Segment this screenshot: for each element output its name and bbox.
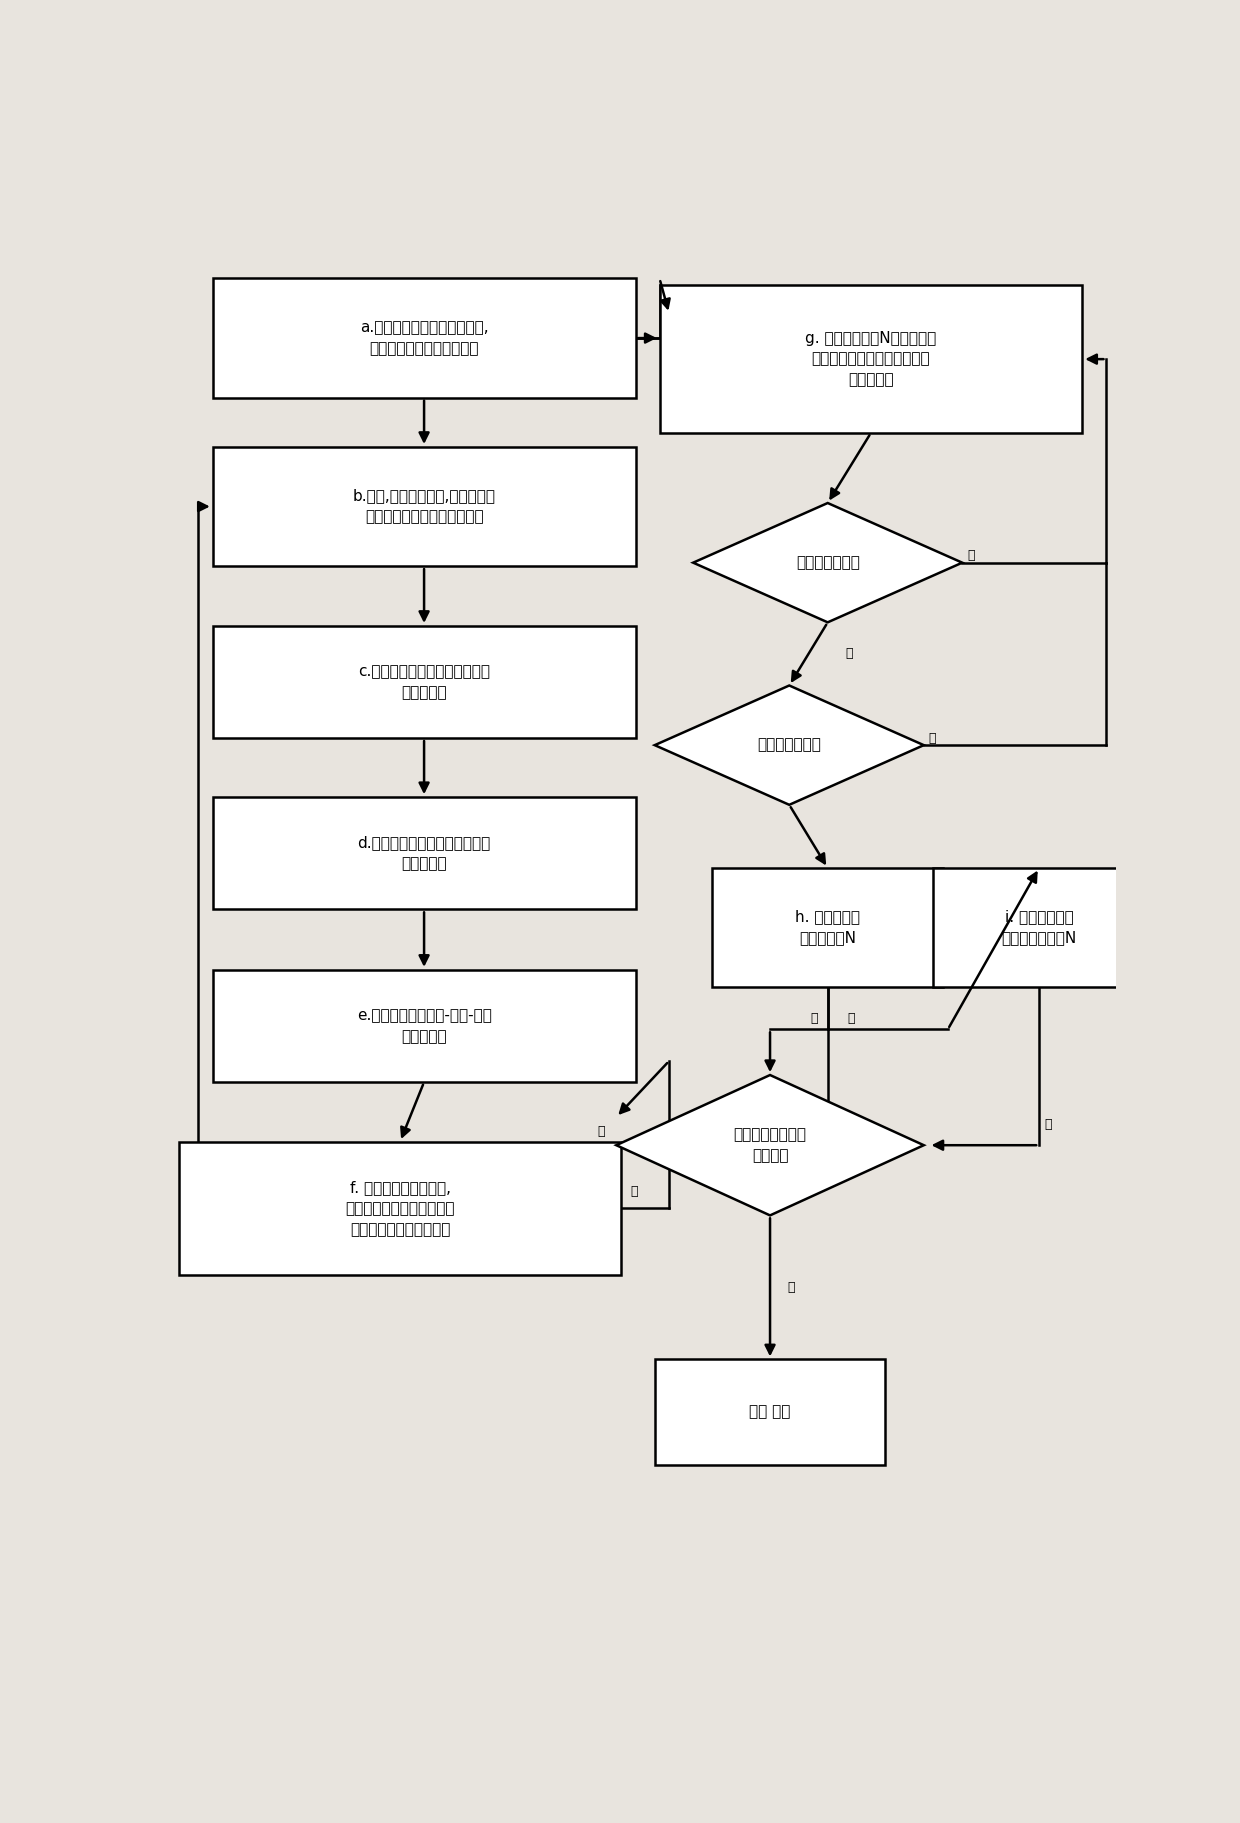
Bar [712, 868, 942, 988]
Bar [213, 279, 635, 397]
Bar [179, 1141, 621, 1274]
Text: i. 设计和模拟谐
波高频输出系统N: i. 设计和模拟谐 波高频输出系统N [1002, 910, 1076, 946]
Bar [655, 1360, 885, 1464]
Bar [213, 797, 635, 910]
Text: 否: 否 [1044, 1117, 1052, 1130]
Text: e.多频非线性电子注-基波-谐波
互作用模拟: e.多频非线性电子注-基波-谐波 互作用模拟 [357, 1008, 491, 1045]
Text: 是: 是 [844, 647, 852, 660]
Text: 频率响应最优化: 频率响应最优化 [758, 738, 821, 753]
Text: 否: 否 [847, 1012, 854, 1025]
Bar [660, 286, 1083, 432]
Text: h. 设计和模拟
集中衰减器N: h. 设计和模拟 集中衰减器N [795, 910, 861, 946]
Polygon shape [655, 685, 924, 804]
Bar [934, 868, 1145, 988]
Text: f. 分析级联的基波系统,
对互作用后电子中的谐波信
息进行提取、放大和输出: f. 分析级联的基波系统, 对互作用后电子中的谐波信 息进行提取、放大和输出 [345, 1179, 455, 1236]
Polygon shape [693, 503, 962, 622]
Text: 完成 设计: 完成 设计 [749, 1404, 791, 1420]
Text: 否: 否 [598, 1125, 605, 1138]
Text: 否: 否 [967, 549, 975, 561]
Text: b.改变,慢波结构尺寸,分析基波、
谐波、电子注之间的同步关系: b.改变,慢波结构尺寸,分析基波、 谐波、电子注之间的同步关系 [352, 489, 496, 525]
Bar [213, 447, 635, 567]
Bar [213, 970, 635, 1083]
Text: a.编程计算慢波结构色散特性,
分析基波和谐波的色散曲线: a.编程计算慢波结构色散特性, 分析基波和谐波的色散曲线 [360, 321, 489, 355]
Text: 否: 否 [631, 1185, 639, 1198]
Text: 是: 是 [811, 1012, 818, 1025]
Text: 谐波功率最大化: 谐波功率最大化 [796, 556, 859, 571]
Polygon shape [616, 1076, 924, 1216]
Text: 是: 是 [787, 1282, 795, 1294]
Text: 满足功率、带宽等
性能要求: 满足功率、带宽等 性能要求 [734, 1127, 806, 1163]
Text: 否: 否 [929, 731, 936, 744]
Text: g. 分析慢波结构N的色散特性
和耦合阻抗，多频大信号注波
互作用模拟: g. 分析慢波结构N的色散特性 和耦合阻抗，多频大信号注波 互作用模拟 [805, 330, 936, 388]
Bar [213, 625, 635, 738]
Text: c.编程计算慢波结构基波和谐波
的高频损耗: c.编程计算慢波结构基波和谐波 的高频损耗 [358, 664, 490, 700]
Text: d.编程计算慢波结构基波和谐波
的耦合阻抗: d.编程计算慢波结构基波和谐波 的耦合阻抗 [357, 835, 491, 871]
